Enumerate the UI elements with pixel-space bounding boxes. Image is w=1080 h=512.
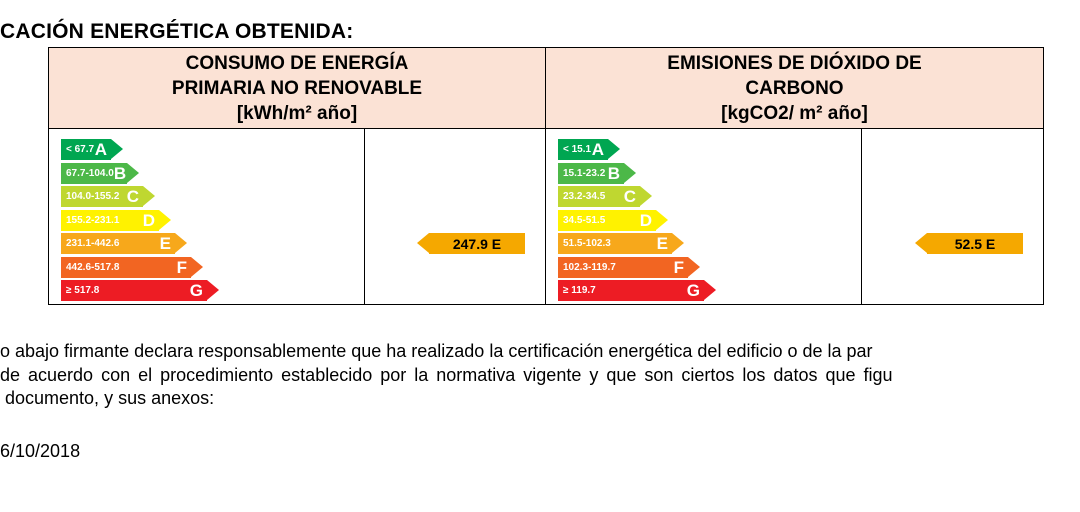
- energy-rating-table: CONSUMO DE ENERGÍA PRIMARIA NO RENOVABLE…: [48, 47, 1044, 305]
- consumo-scale-bar-a: < 67.7 A: [61, 139, 123, 160]
- date-text: 6/10/2018: [0, 441, 81, 461]
- emisiones-scale-range: 15.1-23.2: [563, 167, 606, 179]
- consumo-scale-bar-d: 155.2-231.1 D: [61, 209, 171, 231]
- consumo-scale-row-e: 231.1-442.6 E: [61, 233, 364, 254]
- emisiones-scale-letter: C: [623, 187, 636, 206]
- emisiones-scale-bar-c: 23.2-34.5 C: [558, 186, 652, 207]
- consumo-scale-bar-e: 231.1-442.6 E: [61, 233, 187, 254]
- emisiones-scale-row-b: 15.1-23.2 B: [558, 162, 861, 184]
- consumo-scale-range: 67.7-104.0: [66, 167, 114, 179]
- emisiones-scale-bar-g: ≥ 119.7 G: [558, 280, 716, 301]
- emisiones-scale-row-a: < 15.1 A: [558, 139, 861, 160]
- emisiones-title-line2: CARBONO: [745, 77, 844, 99]
- consumo-scale-letter: A: [94, 140, 107, 159]
- consumo-scale-bar-b: 67.7-104.0 B: [61, 162, 139, 184]
- emisiones-scale-row-d: 34.5-51.5 D: [558, 209, 861, 231]
- consumo-scale-range: 155.2-231.1: [66, 214, 120, 226]
- emisiones-rating-indicator: 52.5 E: [915, 233, 1023, 254]
- consumo-scale-letter: E: [159, 234, 171, 253]
- emisiones-scale-range: ≥ 119.7: [563, 285, 596, 296]
- emisiones-scale: < 15.1 A 15.1-23.2 B 23.2-34.5 C 34.5-51.5 D 51.…: [546, 129, 861, 301]
- emisiones-scale-bar-f: 102.3-119.7 F: [558, 256, 700, 278]
- consumo-scale-letter: F: [176, 257, 187, 277]
- emisiones-scale-letter: D: [639, 210, 652, 230]
- emisiones-scale-row-g: ≥ 119.7 G: [558, 280, 861, 301]
- emisiones-scale-cell: < 15.1 A 15.1-23.2 B 23.2-34.5 C 34.5-51.5 D 51.…: [545, 128, 862, 305]
- consumo-title-line1: CONSUMO DE ENERGÍA: [185, 52, 409, 74]
- emisiones-scale-letter: E: [656, 234, 668, 253]
- consumo-scale-row-c: 104.0-155.2 C: [61, 186, 364, 207]
- consumo-scale-row-b: 67.7-104.0 B: [61, 162, 364, 184]
- emisiones-scale-bar-d: 34.5-51.5 D: [558, 209, 668, 231]
- emisiones-scale-range: < 15.1: [563, 144, 592, 155]
- consumo-scale-letter: B: [113, 163, 127, 183]
- declaration-line2: de acuerdo con el procedimiento establec…: [0, 364, 893, 385]
- consumo-scale-row-g: ≥ 517.8 G: [61, 280, 364, 301]
- emisiones-scale-letter: G: [686, 281, 700, 300]
- consumo-scale-range: ≥ 517.8: [66, 285, 100, 296]
- emisiones-header: EMISIONES DE DIÓXIDO DE CARBONO [kgCO2/ …: [545, 47, 1044, 129]
- consumo-scale: < 67.7 A 67.7-104.0 B 104.0-155.2 C 155.2-231.…: [49, 129, 364, 301]
- consumo-scale-row-d: 155.2-231.1 D: [61, 209, 364, 231]
- emisiones-scale-range: 51.5-102.3: [563, 238, 611, 249]
- declaration-paragraph: o abajo firmante declara responsablement…: [0, 340, 1080, 411]
- emisiones-scale-row-e: 51.5-102.3 E: [558, 233, 861, 254]
- consumo-scale-letter: D: [142, 210, 155, 230]
- emisiones-scale-range: 23.2-34.5: [563, 191, 606, 202]
- consumo-rating-indicator: 247.9 E: [417, 233, 525, 254]
- consumo-scale-range: 231.1-442.6: [66, 238, 120, 249]
- emisiones-scale-row-c: 23.2-34.5 C: [558, 186, 861, 207]
- emisiones-scale-range: 102.3-119.7: [563, 261, 616, 273]
- emisiones-title-line1: EMISIONES DE DIÓXIDO DE: [667, 52, 922, 74]
- consumo-scale-row-a: < 67.7 A: [61, 139, 364, 160]
- consumo-scale-letter: C: [126, 187, 139, 206]
- consumo-scale-bar-c: 104.0-155.2 C: [61, 186, 155, 207]
- emisiones-scale-row-f: 102.3-119.7 F: [558, 256, 861, 278]
- consumo-scale-bar-g: ≥ 517.8 G: [61, 280, 219, 301]
- emisiones-scale-letter: F: [673, 257, 684, 277]
- emisiones-scale-bar-e: 51.5-102.3 E: [558, 233, 684, 254]
- consumo-scale-range: < 67.7: [66, 144, 95, 155]
- consumo-scale-row-f: 442.6-517.8 F: [61, 256, 364, 278]
- consumo-unit: [kWh/m² año]: [236, 102, 358, 124]
- consumo-scale-letter: G: [189, 281, 203, 300]
- emisiones-value-cell: 52.5 E: [861, 128, 1044, 305]
- consumo-scale-bar-f: 442.6-517.8 F: [61, 256, 203, 278]
- emisiones-scale-bar-b: 15.1-23.2 B: [558, 162, 636, 184]
- emisiones-scale-letter: B: [607, 163, 620, 183]
- declaration-line1: o abajo firmante declara responsablement…: [0, 341, 873, 361]
- consumo-title-line2: PRIMARIA NO RENOVABLE: [171, 77, 423, 99]
- consumo-header: CONSUMO DE ENERGÍA PRIMARIA NO RENOVABLE…: [48, 47, 546, 129]
- section-heading: CACIÓN ENERGÉTICA OBTENIDA:: [0, 20, 354, 43]
- emisiones-scale-letter: A: [591, 140, 604, 159]
- consumo-scale-cell: < 67.7 A 67.7-104.0 B 104.0-155.2 C 155.2-231.…: [48, 128, 365, 305]
- consumo-scale-range: 104.0-155.2: [66, 191, 120, 202]
- emisiones-unit: [kgCO2/ m² año]: [721, 102, 868, 124]
- emisiones-scale-bar-a: < 15.1 A: [558, 139, 620, 160]
- emisiones-scale-range: 34.5-51.5: [563, 214, 606, 226]
- declaration-line3: documento, y sus anexos:: [0, 388, 215, 408]
- consumo-value-cell: 247.9 E: [364, 128, 546, 305]
- consumo-scale-range: 442.6-517.8: [66, 261, 120, 273]
